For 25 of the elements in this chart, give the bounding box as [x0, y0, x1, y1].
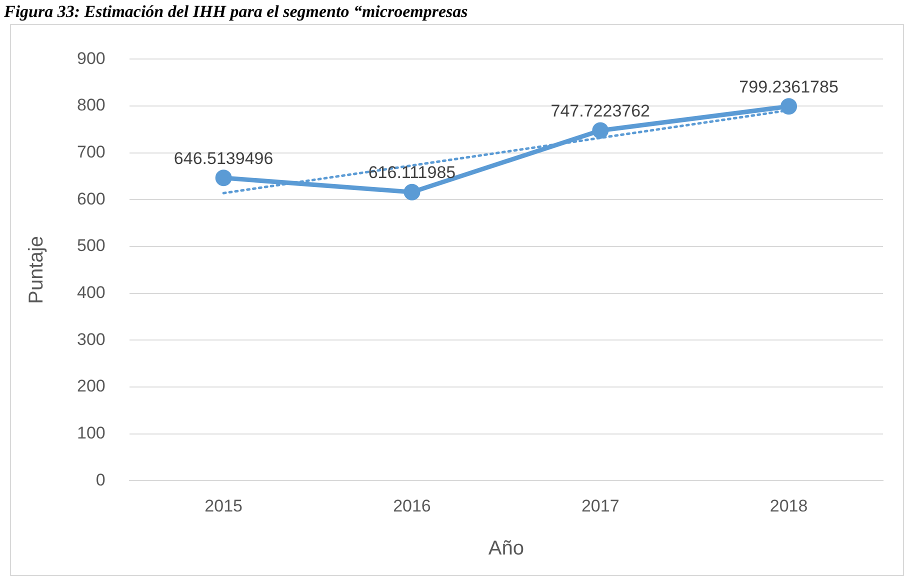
data-label: 616.111985 — [368, 163, 456, 182]
y-tick-label: 0 — [96, 470, 106, 490]
chart-title: Figura 33: Estimación del IHH para el segmento “microempresas — [3, 1, 469, 22]
y-tick-label: 700 — [76, 142, 106, 162]
point — [780, 98, 798, 115]
x-tick-label: 2018 — [770, 496, 808, 516]
x-tick-label: 2015 — [204, 496, 242, 516]
y-axis-title: Puntaje — [26, 236, 48, 304]
y-tick-label: 300 — [76, 330, 106, 349]
point — [404, 184, 420, 200]
point — [592, 122, 609, 139]
point — [215, 170, 232, 186]
y-tick-label: 600 — [76, 189, 106, 208]
x-axis-title: Año — [488, 538, 524, 560]
data-label: 747.7223762 — [550, 102, 650, 120]
y-tick-label: 500 — [76, 236, 106, 256]
x-tick-label: 2016 — [393, 496, 431, 516]
y-tick-label: 900 — [76, 48, 106, 68]
y-tick-label: 100 — [76, 423, 106, 442]
data-label: 799.2361785 — [739, 77, 838, 96]
y-tick-label: 200 — [76, 376, 106, 396]
x-tick-label: 2017 — [581, 496, 620, 516]
data-label: 646.5139496 — [174, 148, 274, 168]
y-tick-label: 400 — [76, 283, 106, 302]
y-tick-label: 800 — [76, 96, 106, 115]
